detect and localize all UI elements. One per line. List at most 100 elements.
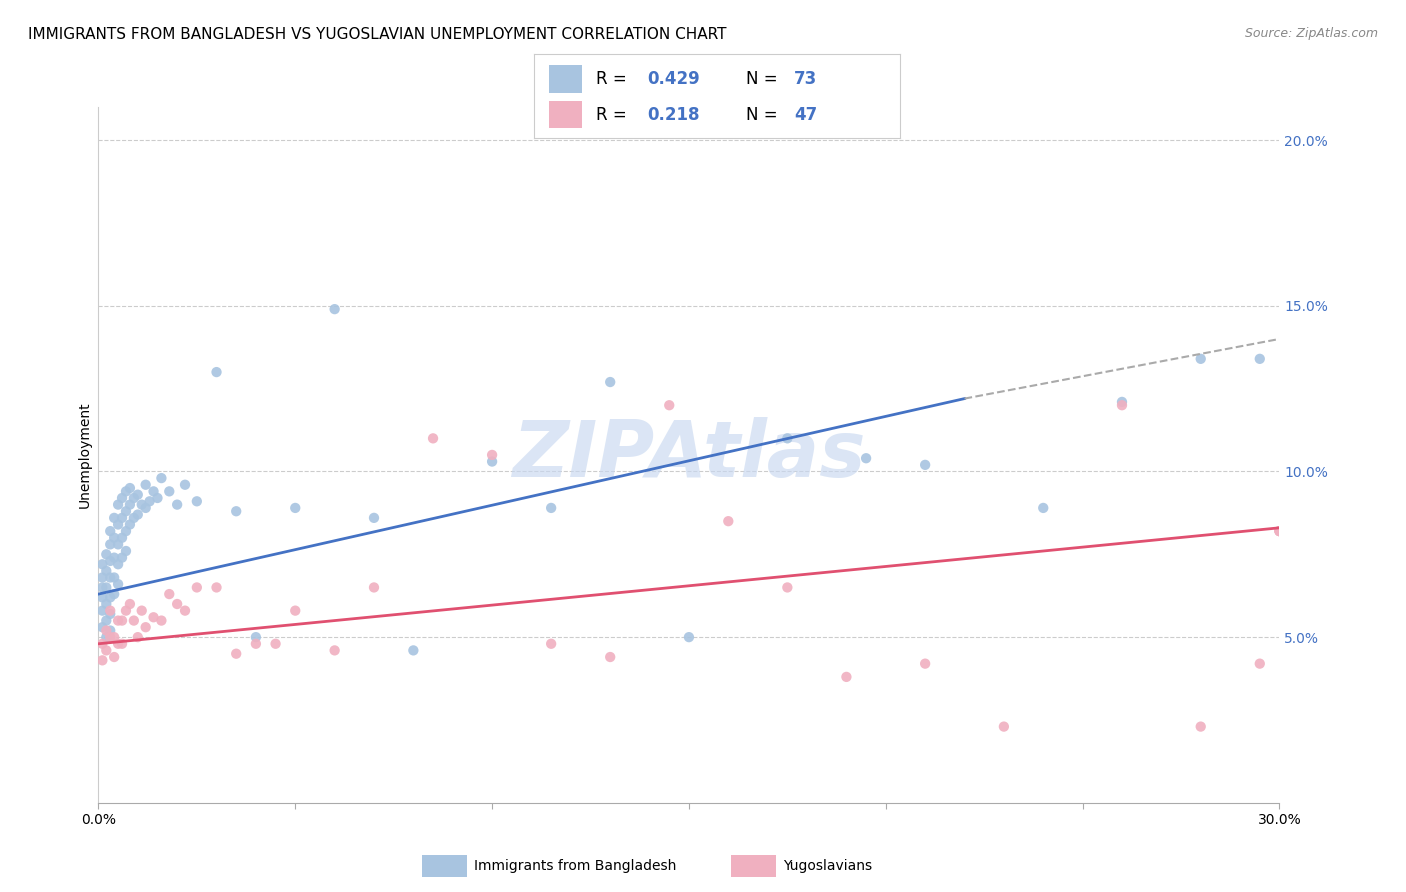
Point: [96, 630, 118, 644]
Text: IMMIGRANTS FROM BANGLADESH VS YUGOSLAVIAN UNEMPLOYMENT CORRELATION CHART: IMMIGRANTS FROM BANGLADESH VS YUGOSLAVIA…: [28, 27, 727, 42]
Point: [96, 643, 118, 657]
Point: [98, 591, 121, 605]
Point: [142, 484, 165, 499]
Point: [776, 431, 799, 445]
Point: [658, 398, 681, 412]
Point: [107, 537, 129, 551]
Point: [122, 614, 145, 628]
Point: [166, 498, 188, 512]
Point: [115, 604, 138, 618]
Point: [103, 550, 125, 565]
Point: [186, 581, 208, 595]
Text: 0.429: 0.429: [648, 70, 700, 88]
Point: [993, 720, 1015, 734]
Point: [1268, 524, 1291, 538]
Point: [540, 637, 562, 651]
Text: ZIPAtlas: ZIPAtlas: [512, 417, 866, 493]
Text: R =: R =: [596, 70, 633, 88]
Point: [157, 587, 180, 601]
Point: [150, 471, 173, 485]
Point: [91, 604, 114, 618]
Point: [107, 614, 129, 628]
Point: [146, 491, 169, 505]
Text: Immigrants from Bangladesh: Immigrants from Bangladesh: [474, 859, 676, 873]
Point: [98, 604, 121, 618]
Text: N =: N =: [747, 105, 783, 123]
Text: 0.218: 0.218: [648, 105, 700, 123]
Point: [245, 637, 267, 651]
Text: R =: R =: [596, 105, 633, 123]
Point: [98, 554, 121, 568]
Point: [1111, 398, 1133, 412]
Point: [225, 647, 247, 661]
Point: [1249, 657, 1271, 671]
Point: [540, 500, 562, 515]
Point: [103, 511, 125, 525]
Point: [1189, 720, 1212, 734]
Text: 73: 73: [794, 70, 817, 88]
Point: [855, 451, 877, 466]
Point: [98, 537, 121, 551]
Point: [174, 477, 197, 491]
Point: [1032, 500, 1054, 515]
Point: [103, 570, 125, 584]
Point: [363, 511, 385, 525]
Point: [115, 504, 138, 518]
Point: [98, 570, 121, 584]
Point: [422, 431, 444, 445]
Point: [135, 477, 157, 491]
Point: [111, 511, 134, 525]
Point: [111, 531, 134, 545]
Point: [98, 624, 121, 638]
Point: [142, 610, 165, 624]
Point: [914, 458, 936, 472]
Text: N =: N =: [747, 70, 783, 88]
Point: [264, 637, 287, 651]
Point: [481, 448, 503, 462]
Point: [1249, 351, 1271, 366]
Point: [107, 637, 129, 651]
Point: [107, 558, 129, 572]
Point: [98, 607, 121, 621]
Point: [186, 494, 208, 508]
Point: [111, 491, 134, 505]
Point: [118, 517, 141, 532]
Point: [402, 643, 425, 657]
Point: [107, 577, 129, 591]
Point: [111, 637, 134, 651]
Point: [96, 624, 118, 638]
Text: Source: ZipAtlas.com: Source: ZipAtlas.com: [1244, 27, 1378, 40]
Point: [122, 511, 145, 525]
Point: [157, 484, 180, 499]
Point: [481, 454, 503, 468]
Point: [1268, 524, 1291, 538]
Point: [91, 591, 114, 605]
Point: [150, 614, 173, 628]
Point: [599, 375, 621, 389]
Point: [96, 614, 118, 628]
Point: [205, 581, 228, 595]
Point: [98, 630, 121, 644]
Point: [103, 630, 125, 644]
Point: [127, 508, 149, 522]
Bar: [548, 65, 582, 93]
Point: [717, 514, 740, 528]
Point: [115, 544, 138, 558]
Point: [138, 494, 160, 508]
Text: Yugoslavians: Yugoslavians: [783, 859, 872, 873]
Point: [363, 581, 385, 595]
Point: [98, 524, 121, 538]
Point: [127, 630, 149, 644]
Point: [103, 587, 125, 601]
Y-axis label: Unemployment: Unemployment: [77, 401, 91, 508]
Point: [96, 581, 118, 595]
Point: [166, 597, 188, 611]
Point: [96, 597, 118, 611]
Point: [1189, 351, 1212, 366]
Point: [91, 558, 114, 572]
Point: [115, 484, 138, 499]
Point: [122, 491, 145, 505]
Point: [96, 547, 118, 561]
Point: [118, 597, 141, 611]
Point: [205, 365, 228, 379]
